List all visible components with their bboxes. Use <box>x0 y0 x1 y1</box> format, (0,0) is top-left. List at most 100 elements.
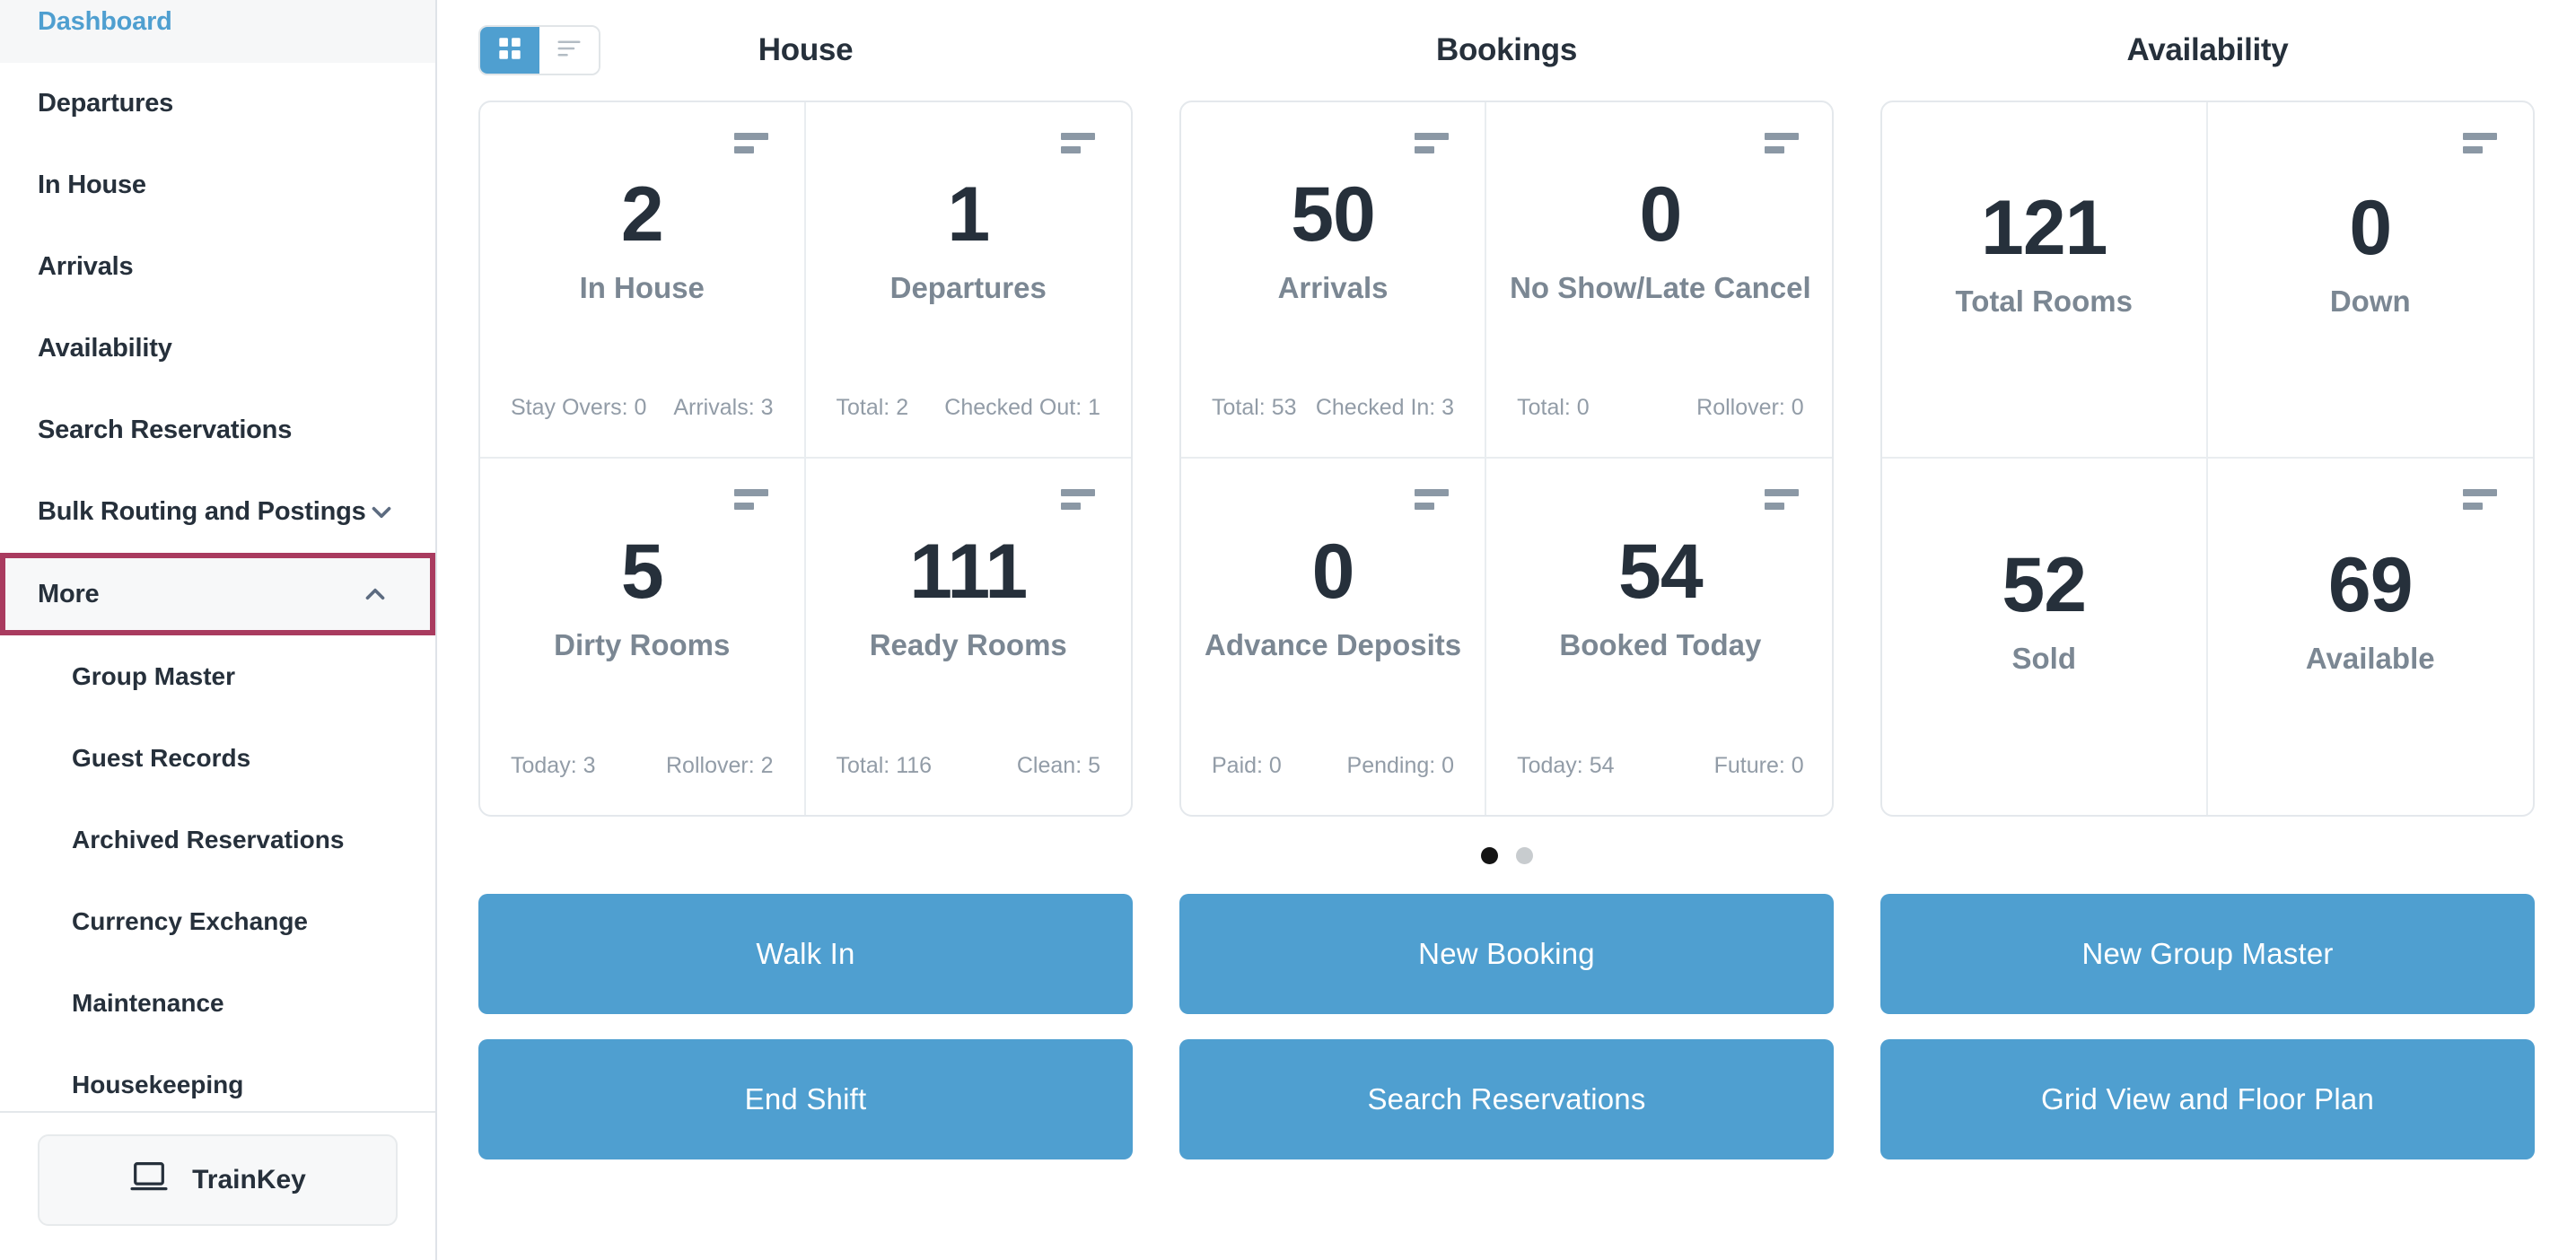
stat-label: Arrivals <box>1277 271 1389 304</box>
sidebar-subitem-label: Housekeeping <box>72 1070 244 1098</box>
sidebar-item-label: Availability <box>38 334 172 363</box>
sidebar-item-in-house[interactable]: In House <box>0 144 435 226</box>
stat-card-down[interactable]: 0 Down <box>2207 102 2533 459</box>
card-menu-icon[interactable] <box>733 489 768 511</box>
stat-footer-right: Checked In: 3 <box>1315 395 1455 420</box>
sidebar-subitem-label: Group Master <box>72 661 236 690</box>
stat-label: Advance Deposits <box>1205 628 1462 661</box>
view-mode-toggle[interactable] <box>478 25 600 75</box>
sidebar-item-currency-exchange[interactable]: Currency Exchange <box>0 880 435 962</box>
stat-card-total-rooms[interactable]: 121 Total Rooms <box>1882 102 2208 459</box>
sidebar-nav-list: Dashboard Departures In House Arrivals A… <box>0 0 435 1111</box>
stat-footer-right: Clean: 5 <box>1016 753 1100 778</box>
sidebar-item-departures[interactable]: Departures <box>0 63 435 144</box>
stat-card-booked-today[interactable]: 54 Booked Today Today: 54 Future: 0 <box>1486 459 1832 815</box>
sidebar-item-arrivals[interactable]: Arrivals <box>0 226 435 308</box>
stat-footer: Today: 3 Rollover: 2 <box>504 753 781 815</box>
pagination-dot-1[interactable] <box>1480 846 1498 864</box>
chevron-up-icon <box>360 579 390 609</box>
stat-value: 0 <box>1639 171 1682 258</box>
stat-footer: Today: 54 Future: 0 <box>1510 753 1811 815</box>
card-menu-icon[interactable] <box>1764 489 1799 511</box>
stat-footer-left: Total: 0 <box>1517 395 1590 420</box>
stat-footer-left: Total: 2 <box>836 395 909 420</box>
stat-label: In House <box>579 271 705 304</box>
stat-body: 54 Booked Today <box>1510 459 1811 753</box>
sidebar-item-bulk-routing-and-postings[interactable]: Bulk Routing and Postings <box>0 471 435 553</box>
card-menu-icon[interactable] <box>1764 133 1799 154</box>
trainkey-button[interactable]: TrainKey <box>38 1134 398 1226</box>
stat-label: Ready Rooms <box>869 628 1067 661</box>
card-menu-icon[interactable] <box>2463 489 2497 511</box>
new-group-master-button[interactable]: New Group Master <box>1880 894 2535 1014</box>
stat-card-no-show-late-cancel[interactable]: 0 No Show/Late Cancel Total: 0 Rollover:… <box>1486 102 1832 459</box>
sidebar-item-availability[interactable]: Availability <box>0 308 435 389</box>
stat-footer-left: Paid: 0 <box>1212 753 1282 778</box>
column-availability: 121 Total Rooms 0 Down <box>1880 101 2535 817</box>
stat-footer-left: Total: 116 <box>836 753 933 778</box>
grid-view-button[interactable] <box>480 27 539 74</box>
action-column-bookings: New Booking Search Reservations <box>1179 894 1834 1159</box>
card-menu-icon[interactable] <box>1061 133 1095 154</box>
stat-card-dirty-rooms[interactable]: 5 Dirty Rooms Today: 3 Rollover: 2 <box>480 459 806 815</box>
sidebar-footer: TrainKey <box>0 1111 435 1260</box>
stat-footer-right: Checked Out: 1 <box>944 395 1100 420</box>
stat-footer: Total: 53 Checked In: 3 <box>1205 395 1461 457</box>
stat-value: 0 <box>2349 184 2392 271</box>
stat-card-in-house[interactable]: 2 In House Stay Overs: 0 Arrivals: 3 <box>480 102 806 459</box>
search-reservations-button[interactable]: Search Reservations <box>1179 1039 1834 1159</box>
stat-footer-left: Total: 53 <box>1212 395 1297 420</box>
main-content: House Bookings Availability 2 In House <box>437 0 2576 1260</box>
action-column-house: Walk In End Shift <box>478 894 1133 1159</box>
card-menu-icon[interactable] <box>2463 133 2497 154</box>
stat-card-advance-deposits[interactable]: 0 Advance Deposits Paid: 0 Pending: 0 <box>1181 459 1487 815</box>
card-grid-house: 2 In House Stay Overs: 0 Arrivals: 3 1 D… <box>478 101 1133 817</box>
column-title-bookings: Bookings <box>1435 32 1578 67</box>
end-shift-button[interactable]: End Shift <box>478 1039 1133 1159</box>
stat-footer: Stay Overs: 0 Arrivals: 3 <box>504 395 781 457</box>
card-menu-icon[interactable] <box>733 133 768 154</box>
stat-footer-left: Today: 3 <box>511 753 596 778</box>
card-menu-icon[interactable] <box>1061 489 1095 511</box>
stat-footer-left: Stay Overs: 0 <box>511 395 647 420</box>
action-button-columns: Walk In End Shift New Booking Search Res… <box>437 894 2576 1159</box>
stat-card-available[interactable]: 69 Available <box>2208 459 2534 815</box>
stat-card-ready-rooms[interactable]: 111 Ready Rooms Total: 116 Clean: 5 <box>806 459 1132 815</box>
card-menu-icon[interactable] <box>1415 489 1450 511</box>
stat-label: No Show/Late Cancel <box>1510 271 1811 304</box>
stat-body: 52 Sold <box>1906 459 2183 779</box>
stat-body: 69 Available <box>2231 459 2510 779</box>
sidebar-item-maintenance[interactable]: Maintenance <box>0 962 435 1044</box>
stat-value: 2 <box>620 171 664 258</box>
stat-value: 5 <box>620 529 664 615</box>
stat-card-departures[interactable]: 1 Departures Total: 2 Checked Out: 1 <box>805 102 1131 459</box>
sidebar-item-label: More <box>38 579 100 608</box>
stat-body: 1 Departures <box>829 102 1108 395</box>
grid-view-and-floor-plan-button[interactable]: Grid View and Floor Plan <box>1880 1039 2535 1159</box>
stat-value: 1 <box>947 171 990 258</box>
card-grid-availability: 121 Total Rooms 0 Down <box>1880 101 2535 817</box>
list-view-button[interactable] <box>539 27 599 74</box>
card-menu-icon[interactable] <box>1415 133 1450 154</box>
sidebar-item-housekeeping[interactable]: Housekeeping <box>0 1044 435 1111</box>
pagination-dot-2[interactable] <box>1515 846 1533 864</box>
sidebar-item-group-master[interactable]: Group Master <box>0 635 435 717</box>
new-booking-button[interactable]: New Booking <box>1179 894 1834 1014</box>
sidebar-item-archived-reservations[interactable]: Archived Reservations <box>0 799 435 880</box>
stat-label: Departures <box>889 271 1047 304</box>
stat-body: 2 In House <box>504 102 781 395</box>
stat-value: 52 <box>2002 541 2087 628</box>
carousel-pagination <box>437 817 2576 894</box>
stat-card-columns: 2 In House Stay Overs: 0 Arrivals: 3 1 D… <box>437 101 2576 817</box>
column-title-availability: Availability <box>2126 32 2289 67</box>
sidebar-item-dashboard[interactable]: Dashboard <box>0 0 435 63</box>
sidebar-item-more[interactable]: More <box>0 553 435 635</box>
sidebar-item-guest-records[interactable]: Guest Records <box>0 717 435 799</box>
stat-card-arrivals[interactable]: 50 Arrivals Total: 53 Checked In: 3 <box>1181 102 1487 459</box>
sidebar-subitem-label: Guest Records <box>72 743 251 772</box>
stat-label: Dirty Rooms <box>554 628 731 661</box>
sidebar-item-label: Arrivals <box>38 252 134 281</box>
walk-in-button[interactable]: Walk In <box>478 894 1133 1014</box>
sidebar-item-search-reservations[interactable]: Search Reservations <box>0 389 435 471</box>
stat-card-sold[interactable]: 52 Sold <box>1882 459 2208 815</box>
